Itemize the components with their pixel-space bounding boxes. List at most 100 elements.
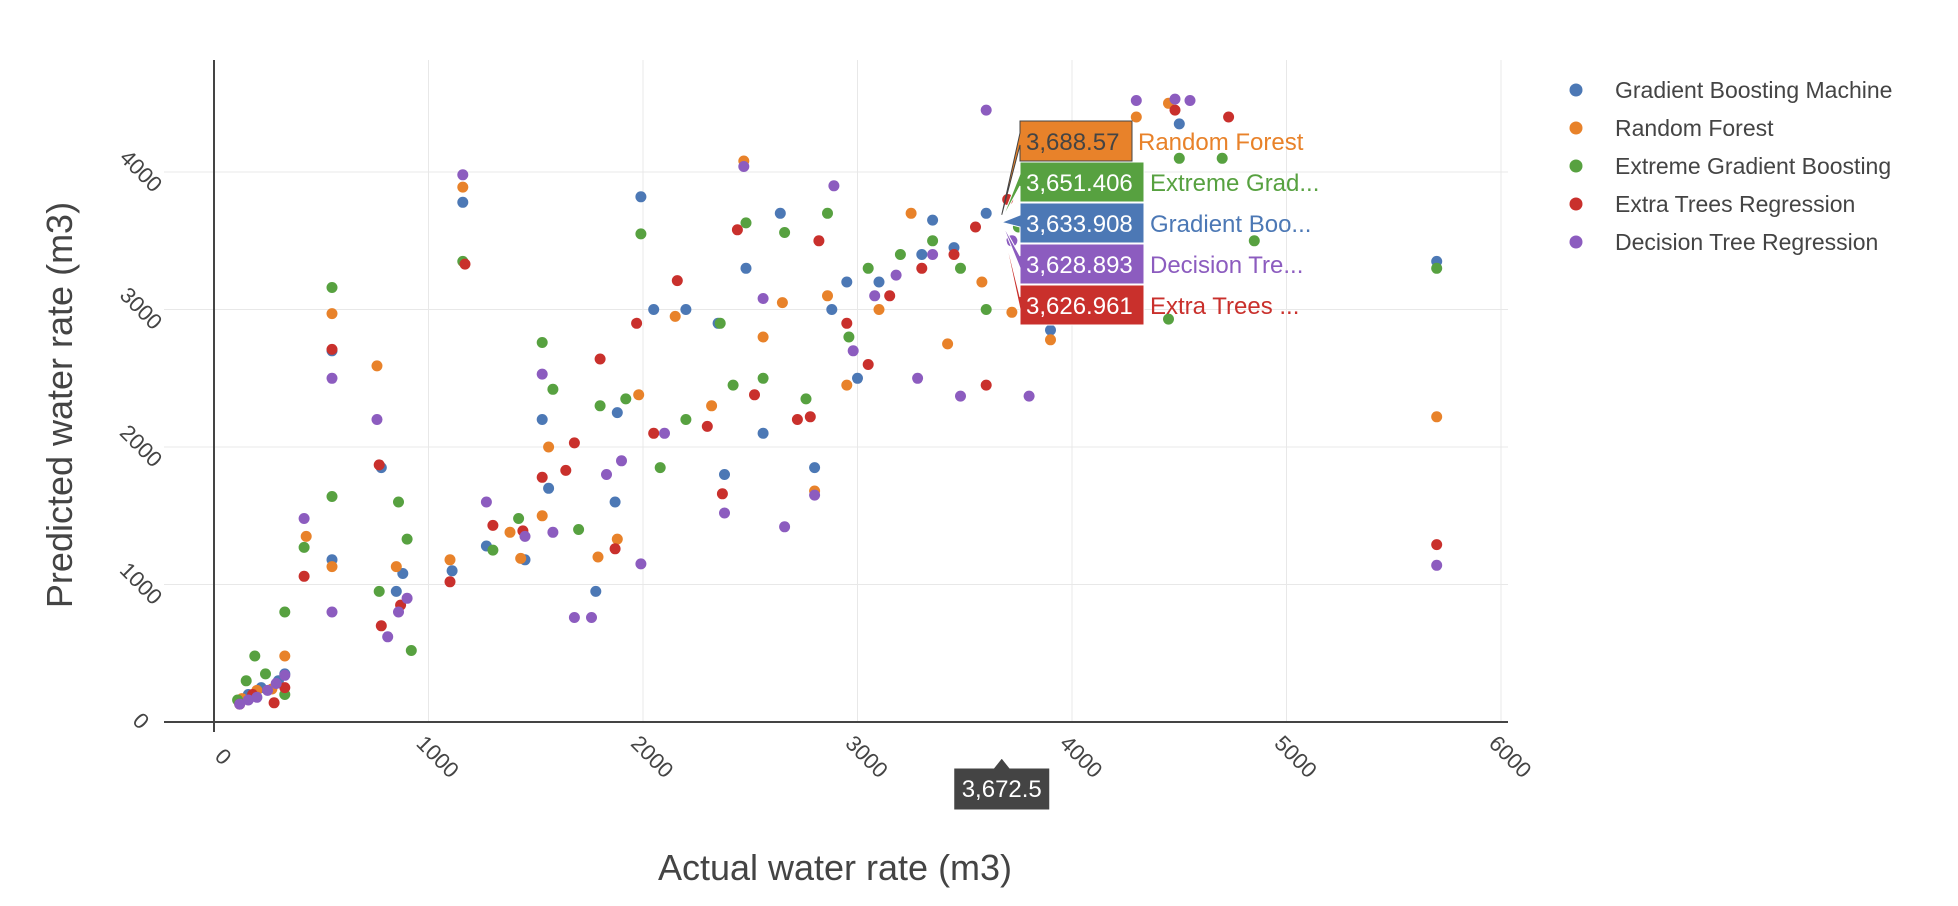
data-point[interactable] — [504, 526, 516, 538]
legend-item[interactable]: Extreme Gradient Boosting — [1569, 153, 1892, 179]
data-point[interactable] — [740, 262, 752, 274]
data-point[interactable] — [927, 235, 939, 247]
data-point[interactable] — [779, 521, 791, 533]
data-point[interactable] — [1184, 95, 1196, 106]
data-point[interactable] — [444, 576, 456, 588]
data-point[interactable] — [916, 262, 928, 274]
data-point[interactable] — [611, 407, 623, 419]
data-point[interactable] — [847, 345, 859, 357]
data-point[interactable] — [457, 196, 469, 208]
data-point[interactable] — [519, 530, 531, 542]
data-point[interactable] — [980, 304, 992, 315]
data-point[interactable] — [757, 427, 769, 439]
data-point[interactable] — [852, 372, 863, 384]
data-point[interactable] — [841, 317, 853, 329]
data-point[interactable] — [373, 459, 385, 471]
data-point[interactable] — [1045, 334, 1056, 346]
data-point[interactable] — [809, 462, 821, 474]
data-point[interactable] — [659, 427, 670, 439]
data-point[interactable] — [740, 217, 752, 229]
data-point[interactable] — [326, 372, 338, 384]
data-point[interactable] — [298, 541, 310, 553]
data-point[interactable] — [970, 221, 981, 233]
data-point[interactable] — [822, 290, 833, 302]
data-point[interactable] — [648, 427, 660, 439]
data-point[interactable] — [1130, 111, 1142, 123]
data-point[interactable] — [774, 207, 786, 219]
data-point[interactable] — [390, 585, 402, 597]
data-point[interactable] — [873, 304, 885, 315]
data-point[interactable] — [633, 389, 645, 401]
data-point[interactable] — [298, 513, 310, 524]
data-point[interactable] — [1169, 104, 1181, 116]
series-3[interactable] — [234, 104, 1443, 710]
data-point[interactable] — [714, 317, 726, 329]
data-point[interactable] — [609, 496, 621, 508]
data-point[interactable] — [1045, 324, 1056, 336]
data-point[interactable] — [719, 507, 730, 519]
data-point[interactable] — [976, 276, 988, 288]
data-point[interactable] — [393, 496, 404, 508]
data-point[interactable] — [757, 372, 769, 384]
data-point[interactable] — [738, 161, 750, 172]
data-point[interactable] — [382, 631, 394, 643]
data-point[interactable] — [594, 400, 606, 412]
data-point[interactable] — [719, 469, 730, 480]
data-point[interactable] — [536, 510, 548, 522]
data-point[interactable] — [912, 372, 924, 384]
data-point[interactable] — [1216, 152, 1228, 164]
data-point[interactable] — [873, 276, 885, 288]
data-point[interactable] — [536, 368, 548, 380]
data-point[interactable] — [371, 360, 383, 372]
data-point[interactable] — [326, 561, 338, 573]
data-point[interactable] — [894, 249, 906, 260]
data-point[interactable] — [890, 269, 902, 281]
data-point[interactable] — [828, 180, 840, 192]
data-point[interactable] — [1023, 390, 1035, 402]
data-point[interactable] — [390, 561, 402, 573]
data-point[interactable] — [716, 488, 728, 500]
data-point[interactable] — [749, 389, 760, 401]
data-point[interactable] — [560, 464, 572, 476]
data-point[interactable] — [573, 524, 585, 535]
data-point[interactable] — [635, 228, 647, 240]
data-point[interactable] — [1431, 262, 1443, 274]
data-point[interactable] — [594, 353, 606, 365]
data-point[interactable] — [955, 390, 966, 402]
data-point[interactable] — [942, 338, 954, 350]
data-point[interactable] — [457, 181, 469, 193]
data-point[interactable] — [804, 411, 816, 423]
data-point[interactable] — [671, 275, 683, 287]
data-point[interactable] — [543, 482, 555, 494]
data-point[interactable] — [631, 317, 643, 329]
data-point[interactable] — [601, 469, 612, 480]
data-point[interactable] — [905, 207, 917, 219]
data-point[interactable] — [611, 533, 623, 545]
data-point[interactable] — [326, 343, 338, 355]
data-point[interactable] — [927, 249, 939, 260]
data-points[interactable] — [232, 93, 1443, 710]
data-point[interactable] — [822, 207, 833, 219]
data-point[interactable] — [401, 592, 413, 604]
data-point[interactable] — [536, 414, 548, 425]
data-point[interactable] — [592, 551, 604, 563]
data-point[interactable] — [800, 393, 812, 405]
data-point[interactable] — [757, 331, 769, 343]
data-point[interactable] — [373, 585, 385, 597]
data-point[interactable] — [809, 489, 821, 501]
data-point[interactable] — [446, 565, 458, 577]
legend-item[interactable]: Gradient Boosting Machine — [1569, 77, 1893, 103]
data-point[interactable] — [635, 191, 647, 203]
data-point[interactable] — [279, 606, 291, 618]
data-point[interactable] — [1169, 93, 1181, 105]
data-point[interactable] — [375, 620, 387, 632]
data-point[interactable] — [262, 684, 274, 696]
data-point[interactable] — [680, 304, 692, 315]
data-point[interactable] — [568, 437, 580, 449]
data-point[interactable] — [731, 224, 743, 236]
data-point[interactable] — [240, 675, 252, 687]
data-point[interactable] — [869, 290, 881, 302]
data-point[interactable] — [779, 227, 791, 238]
data-point[interactable] — [547, 526, 559, 538]
